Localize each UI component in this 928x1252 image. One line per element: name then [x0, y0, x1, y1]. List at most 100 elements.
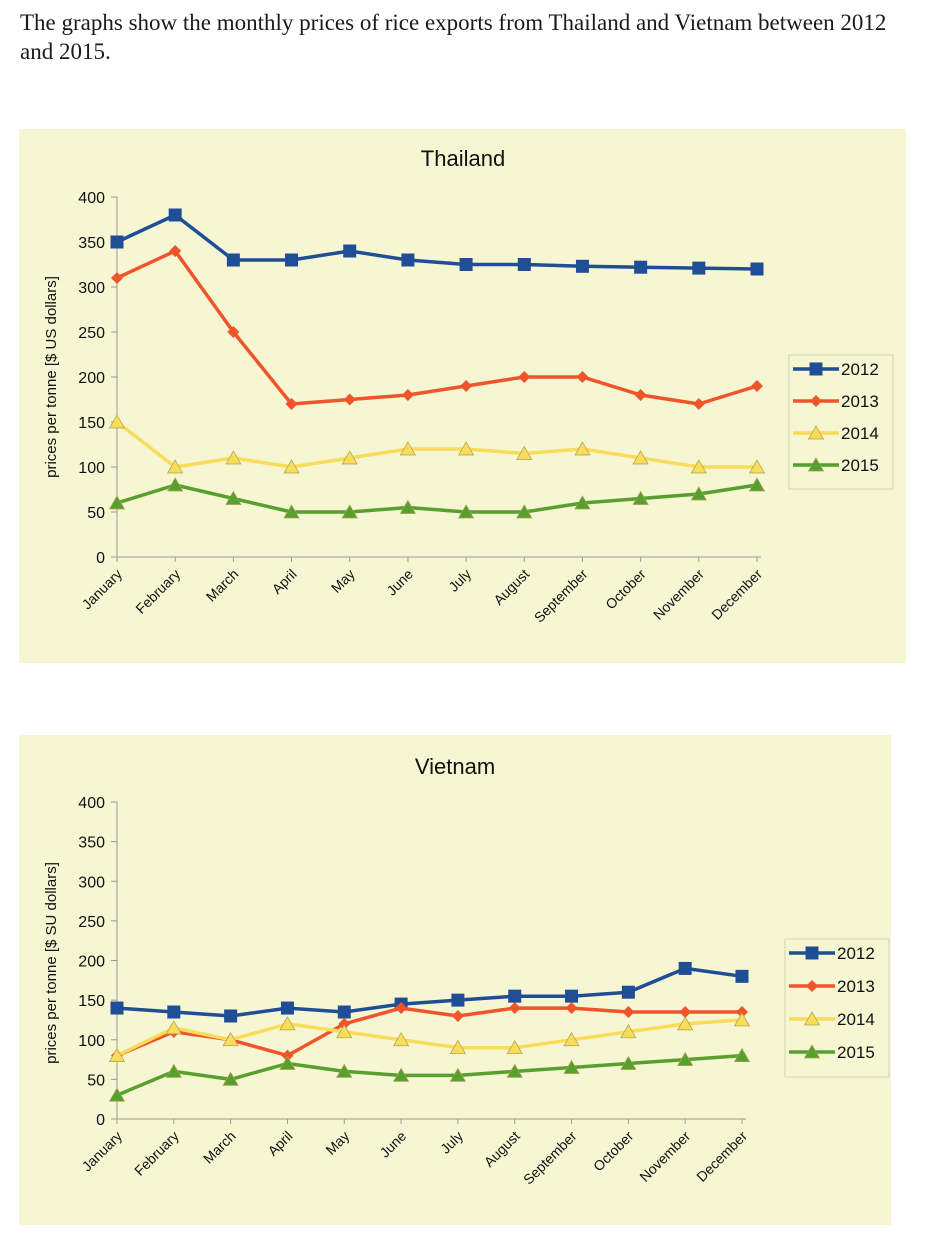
series-2014 [108, 414, 766, 474]
series-2012-point [634, 260, 648, 274]
y-tick-label: 350 [78, 235, 105, 252]
y-tick-label: 0 [96, 550, 105, 567]
series-2012-point [735, 969, 749, 983]
series-2013-point [565, 1002, 578, 1015]
x-tick-label: November [650, 566, 707, 623]
intro-text: The graphs show the monthly prices of ri… [20, 10, 887, 64]
legend-2015-label: 2015 [841, 456, 879, 475]
series-2015-point [563, 1059, 580, 1074]
x-tick-label: September [520, 1128, 580, 1188]
series-2014-point [225, 450, 242, 465]
series-2013-line [116, 249, 758, 406]
series-2014-point [341, 450, 358, 465]
series-2013-point [451, 1009, 464, 1022]
y-tick-label: 100 [78, 460, 105, 477]
legend-2013-label: 2013 [841, 392, 879, 411]
x-tick-label: February [132, 566, 183, 617]
legend-2012-label: 2012 [837, 944, 875, 963]
series-2015-point [399, 499, 417, 514]
series-2015 [108, 477, 766, 519]
thailand-chart-panel: Thailand prices per tonne [$ US dollars] 0… [19, 129, 906, 663]
series-2014-point [222, 1032, 239, 1047]
series-2015-point [222, 1071, 239, 1086]
x-tick-label: December [708, 566, 765, 623]
x-tick-label: July [445, 566, 474, 595]
x-tick-label: December [693, 1128, 750, 1185]
series-2014-line [116, 1018, 743, 1058]
chart-title: Thailand [421, 146, 505, 171]
series-2015-point [506, 1063, 523, 1078]
series-2014-point [506, 1039, 523, 1055]
series-2014-point [516, 445, 533, 460]
series-2015 [108, 1047, 751, 1102]
series-2015-line [116, 483, 758, 514]
x-tick-label: January [79, 1128, 126, 1175]
vietnam-chart-panel: Vietnam prices per tonne [$ SU dollars] 0 5… [19, 735, 891, 1225]
series-2015-point [516, 504, 533, 519]
series-2012-point [565, 989, 579, 1003]
series-2012-point [517, 258, 531, 271]
y-tick-label: 250 [78, 914, 105, 931]
series-2013-point [343, 393, 356, 406]
vietnam-chart: Vietnam prices per tonne [$ SU dollars] 0 5… [43, 754, 890, 1188]
y-tick-label: 400 [78, 190, 105, 207]
series-2014-point [283, 459, 300, 474]
series-2012-line [116, 213, 758, 271]
series-2012-point [343, 244, 357, 258]
x-tick-label: May [328, 566, 358, 596]
series-2013-point [622, 1006, 635, 1019]
series-2012-point [224, 1009, 238, 1023]
y-tick-label: 300 [78, 874, 105, 891]
y-tick-label: 300 [78, 280, 105, 297]
series-2013-point [285, 398, 298, 410]
x-tick-label: March [203, 566, 242, 605]
series-2014-point [563, 1032, 580, 1047]
legend: 2012 2013 2014 2015 [788, 354, 894, 490]
y-tick-label: 50 [87, 505, 105, 522]
series-2013-point [692, 398, 705, 410]
series-2012-point [459, 258, 473, 271]
series-2014-point [574, 441, 591, 456]
x-tick-label: June [383, 566, 416, 599]
series-2015-point [733, 1047, 751, 1062]
x-tick-label: February [131, 1128, 182, 1179]
legend-2014-label: 2014 [837, 1010, 875, 1029]
legend-2015-marker [803, 1044, 821, 1059]
legend-2014-label: 2014 [841, 424, 879, 443]
series-2012-line [116, 966, 743, 1018]
legend-2015-label: 2015 [837, 1043, 875, 1062]
series-2012-point [110, 1001, 124, 1015]
series-2015-point [632, 490, 649, 505]
y-tick-label: 150 [78, 415, 105, 432]
series-2013-point [576, 371, 589, 383]
series-2014-point [108, 1047, 126, 1062]
series-2015-point [336, 1063, 353, 1078]
series-2015-point [279, 1055, 296, 1070]
series-2014-point [748, 459, 766, 474]
series-2015-point [677, 1051, 694, 1066]
series-2012-point [337, 1005, 351, 1019]
series-2014-point [108, 414, 126, 429]
series-2013-point [736, 1006, 748, 1019]
x-tick-label: July [437, 1128, 466, 1157]
y-tick-label: 350 [78, 835, 105, 852]
series-2015-point [392, 1067, 410, 1082]
series-2012-point [621, 985, 635, 999]
series-2013-point [227, 326, 240, 338]
x-tick-label: October [590, 1128, 637, 1175]
series-2015-line [116, 1053, 743, 1097]
series-2013-point [679, 1006, 692, 1019]
x-tick-label: April [264, 1128, 295, 1159]
y-axis-label: prices per tonne [$ SU dollars] [43, 862, 60, 1064]
x-tick-label: April [269, 566, 300, 597]
series-2015-point [620, 1055, 637, 1070]
series-2012-point [285, 253, 299, 267]
x-tick-label: August [481, 1128, 523, 1170]
series-2012-point [280, 1001, 294, 1015]
series-2014-point [279, 1016, 296, 1031]
series-2013-point [338, 1017, 351, 1030]
series-2013 [111, 245, 763, 410]
series-2013-point [395, 1002, 408, 1015]
legend-2014-marker [807, 425, 825, 440]
legend-frame [788, 354, 894, 490]
